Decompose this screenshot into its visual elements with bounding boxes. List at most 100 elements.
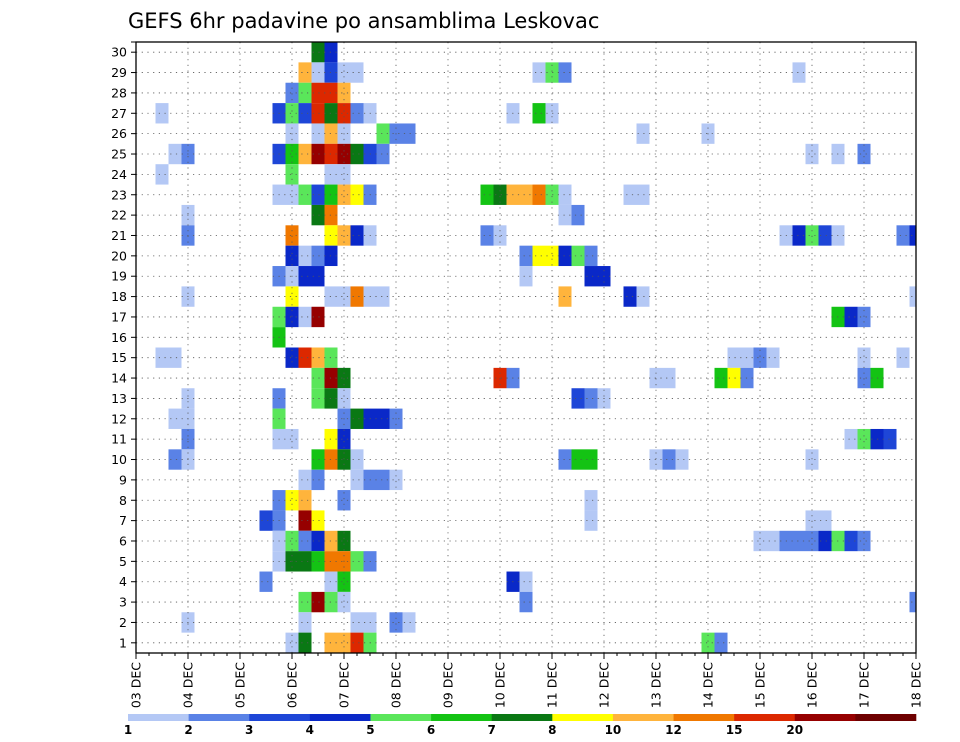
heatmap-cell	[298, 591, 312, 613]
heatmap-cell	[532, 184, 546, 205]
heatmap-cell	[311, 266, 325, 287]
y-tick-label: 11	[111, 432, 127, 447]
heatmap-cell	[298, 612, 312, 633]
x-tick-label: 11 DEC	[545, 662, 560, 708]
heatmap-cell	[532, 245, 546, 267]
heatmap-cell	[545, 184, 559, 205]
heatmap-cell	[298, 490, 312, 511]
heatmap-cell	[298, 62, 312, 83]
heatmap-cell	[337, 286, 351, 307]
heatmap-cell	[792, 225, 806, 246]
heatmap-cell	[168, 449, 182, 470]
heatmap-cell	[337, 449, 351, 470]
heatmap-cell	[909, 286, 916, 307]
heatmap-cell	[519, 591, 533, 613]
heatmap-cell	[298, 530, 312, 552]
heatmap-cell	[519, 266, 533, 287]
heatmap-cell	[727, 367, 741, 389]
heatmap-cell	[714, 367, 728, 389]
colorbar-label: 20	[786, 723, 803, 737]
heatmap-cell	[389, 469, 403, 491]
heatmap-cell	[285, 164, 299, 185]
heatmap-cell	[350, 469, 364, 491]
heatmap-cell	[584, 490, 598, 511]
y-tick-label: 14	[111, 371, 127, 386]
heatmap-cell	[311, 245, 325, 267]
heatmap-cell	[584, 510, 598, 531]
heatmap-cell	[753, 347, 767, 368]
heatmap-cell	[636, 184, 650, 205]
y-tick-label: 10	[111, 452, 127, 467]
heatmap-cell	[584, 449, 598, 470]
heatmap-cell	[376, 469, 390, 491]
x-tick-label: 15 DEC	[753, 662, 768, 708]
heatmap-cell	[350, 143, 364, 165]
heatmap-cell	[376, 286, 390, 307]
heatmap-cell	[402, 123, 416, 144]
heatmap-cell	[285, 306, 299, 328]
heatmap-cell	[155, 164, 169, 185]
colorbar-segment	[431, 714, 492, 721]
heatmap-cell	[259, 571, 273, 592]
heatmap-cell	[311, 449, 325, 470]
colorbar-label: 8	[548, 723, 556, 737]
y-tick-label: 21	[111, 228, 127, 243]
heatmap-cell	[285, 225, 299, 246]
heatmap-cell	[636, 286, 650, 307]
heatmap-cell	[350, 449, 364, 470]
x-tick-label: 09 DEC	[441, 662, 456, 708]
y-tick-label: 12	[111, 411, 127, 426]
heatmap-cell	[727, 347, 741, 368]
heatmap-cell	[350, 408, 364, 429]
y-tick-label: 2	[119, 615, 127, 630]
heatmap-cell	[337, 164, 351, 185]
heatmap-cell	[636, 123, 650, 144]
heatmap-cell	[337, 388, 351, 409]
heatmap-cell	[909, 591, 916, 613]
heatmap-cell	[545, 62, 559, 83]
heatmap-cell	[584, 388, 598, 409]
y-tick-label: 5	[119, 554, 127, 569]
colorbar	[128, 714, 917, 721]
heatmap-cell	[350, 103, 364, 124]
heatmap-cell	[350, 62, 364, 83]
heatmap-cell	[558, 204, 572, 226]
x-tick-label: 03 DEC	[129, 662, 144, 708]
y-tick-label: 24	[111, 167, 127, 182]
y-tick-label: 29	[111, 65, 127, 80]
y-tick-label: 1	[119, 635, 127, 650]
colorbar-segment	[128, 714, 189, 721]
heatmap-cell	[285, 184, 299, 205]
grid-lines	[136, 42, 916, 653]
heatmap-cell	[168, 347, 182, 368]
y-tick-label: 16	[111, 330, 127, 345]
heatmap-cell	[298, 266, 312, 287]
x-tick-label: 14 DEC	[701, 662, 716, 708]
heatmap-cell	[298, 103, 312, 124]
colorbar-label: 2	[184, 723, 192, 737]
colorbar-segment	[734, 714, 796, 721]
colorbar-label: 1	[124, 723, 132, 737]
heatmap-cell	[337, 103, 351, 124]
x-tick-label: 10 DEC	[493, 662, 508, 708]
heatmap-cell	[337, 490, 351, 511]
heatmap-cell	[350, 632, 364, 653]
heatmap-cell	[584, 245, 598, 267]
heatmap-cell	[311, 306, 325, 328]
heatmap-cell	[818, 530, 832, 552]
heatmap-cell	[857, 428, 871, 450]
heatmap-cell	[519, 184, 533, 205]
heatmap-cell	[532, 103, 546, 124]
colorbar-segment	[855, 714, 917, 721]
chart-title: GEFS 6hr padavine po ansamblima Leskovac	[128, 9, 599, 33]
heatmap-cell	[493, 367, 507, 389]
heatmap-cell	[311, 388, 325, 409]
heatmap-cell	[285, 103, 299, 124]
x-tick-label: 04 DEC	[181, 662, 196, 708]
heatmap-cell	[753, 530, 767, 552]
x-tick-label: 17 DEC	[857, 662, 872, 708]
colorbar-label: 7	[488, 723, 496, 737]
colorbar-label: 10	[605, 723, 622, 737]
heatmap-cell	[311, 347, 325, 368]
